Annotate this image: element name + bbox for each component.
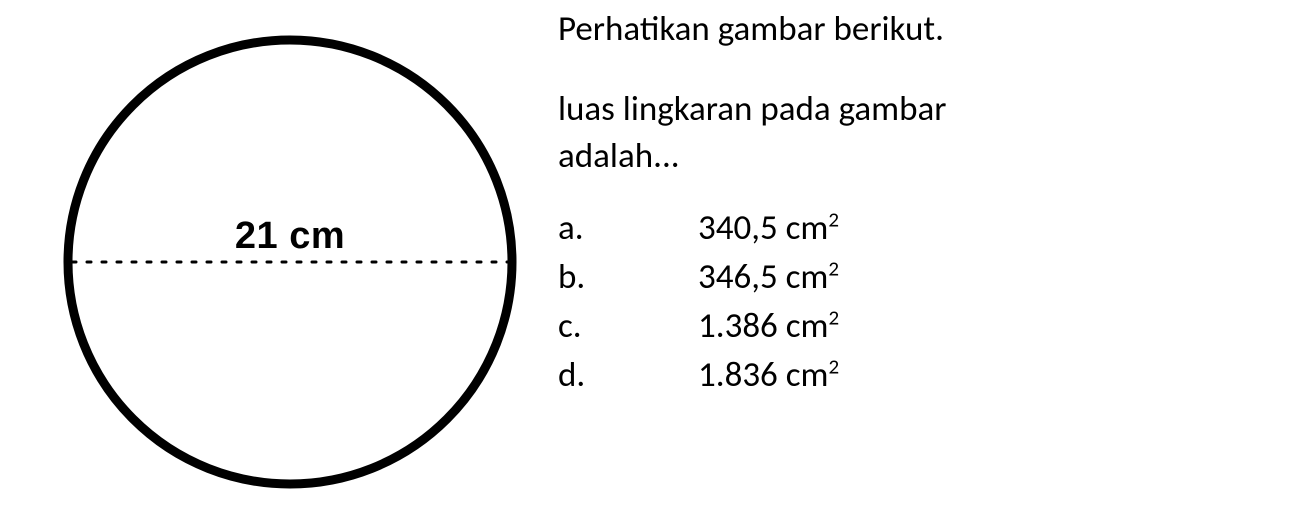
prompt-text: Perhatikan gambar berikut. [558,8,1300,50]
option-a-exp: 2 [828,206,839,232]
option-a-value: 340,5 cm2 [698,205,1300,252]
question-line-1: luas lingkaran pada gambar [558,86,1300,133]
option-d-letter: d. [558,352,698,399]
page-container: 21 cm Perhatikan gambar berikut. luas li… [0,0,1300,520]
option-d-text: 1.836 cm [698,354,828,396]
figure-column: 21 cm [0,0,540,520]
option-d-value: 1.836 cm2 [698,352,1300,399]
option-d-exp: 2 [828,354,839,380]
option-a-letter: a. [558,205,698,252]
question-line-2: adalah... [558,133,1300,180]
text-column: Perhatikan gambar berikut. luas lingkara… [540,0,1300,520]
diameter-label: 21 cm [235,215,345,257]
option-b-exp: 2 [828,255,839,281]
option-c-text: 1.386 cm [698,305,828,347]
option-a-text: 340,5 cm [698,207,828,249]
options-list: a. 340,5 cm2 b. 346,5 cm2 c. 1.386 cm2 d… [558,205,1300,400]
option-c-value: 1.386 cm2 [698,303,1300,350]
option-b-letter: b. [558,254,698,301]
question-text: luas lingkaran pada gambar adalah... [558,86,1300,181]
circle-diagram: 21 cm [60,12,520,512]
option-b-text: 346,5 cm [698,256,828,298]
option-b-value: 346,5 cm2 [698,254,1300,301]
option-c-letter: c. [558,303,698,350]
option-c-exp: 2 [828,304,839,330]
